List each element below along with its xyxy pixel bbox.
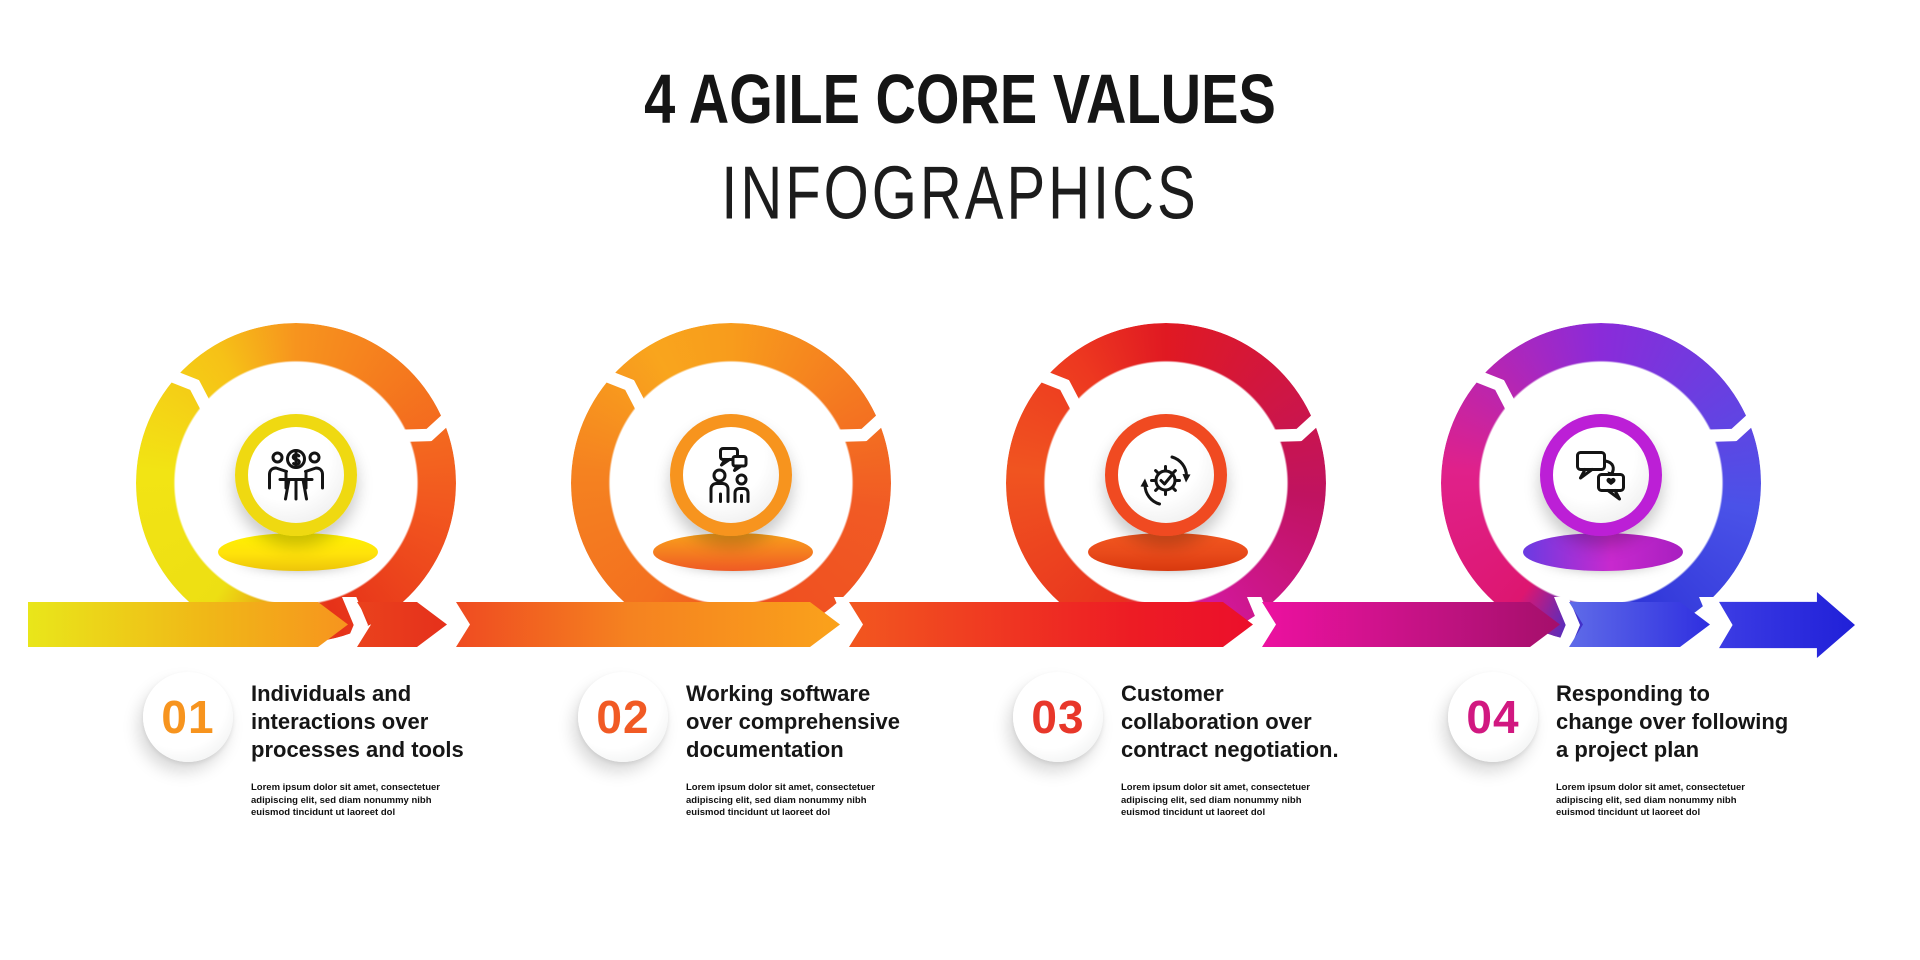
step-description-2: Lorem ipsum dolor sit amet, consectetuer… [686, 782, 875, 818]
step-title-3: Customer collaboration over contract neg… [1121, 681, 1339, 762]
chat-bubbles-exchange-icon [1576, 451, 1625, 501]
step-number: 04 [1466, 691, 1520, 743]
step-number-badge-2: 02 [578, 672, 668, 762]
step-number-badge-3: 03 [1013, 672, 1103, 762]
timeline-segment-4 [849, 602, 1253, 647]
pedestal-3 [1088, 533, 1248, 571]
step-number: 02 [596, 691, 650, 743]
step-number-badge-1: 01 [143, 672, 233, 762]
pedestal-1 [218, 533, 378, 571]
timeline-segment-1 [28, 602, 348, 647]
page-subtitle: INFOGRAPHICS [721, 150, 1199, 236]
negotiation-table-dollar-icon [268, 449, 324, 501]
page-title: 4 AGILE CORE VALUES [644, 59, 1276, 138]
timeline-segment-6 [1569, 602, 1710, 647]
people-conversation-icon [709, 447, 750, 503]
icon-circle-4 [1540, 414, 1662, 536]
step-number: 01 [161, 691, 215, 743]
pedestal-2 [653, 533, 813, 571]
process-gear-check-icon [1140, 455, 1191, 506]
step-title-1: Individuals and interactions over proces… [251, 681, 464, 762]
timeline-segment-3 [456, 602, 840, 647]
step-title-4: Responding to change over following a pr… [1556, 681, 1789, 762]
step-description-1: Lorem ipsum dolor sit amet, consectetuer… [251, 782, 440, 818]
step-number-badge-4: 04 [1448, 672, 1538, 762]
step-title-2: Working software over comprehensive docu… [686, 681, 900, 762]
timeline-segment-5 [1262, 602, 1560, 647]
pedestal-4 [1523, 533, 1683, 571]
icon-circle-2 [670, 414, 792, 536]
step-description-3: Lorem ipsum dolor sit amet, consectetuer… [1121, 782, 1310, 818]
step-description-4: Lorem ipsum dolor sit amet, consectetuer… [1556, 782, 1745, 818]
step-number: 03 [1031, 691, 1085, 743]
